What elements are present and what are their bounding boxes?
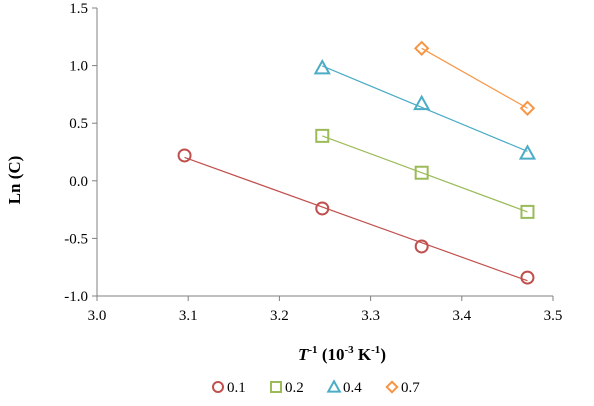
legend-marker xyxy=(385,380,399,394)
x-axis-title-unit-sup: -3 xyxy=(344,344,354,356)
x-axis-ticks: 3.0 3.1 3.2 3.3 3.4 3.5 xyxy=(88,296,563,324)
legend-label: 0.4 xyxy=(343,380,362,396)
legend-label: 0.1 xyxy=(227,380,246,396)
legend-item-0.2: 0.2 xyxy=(270,380,304,396)
legend-item-0.7: 0.7 xyxy=(385,380,420,396)
y-axis-title: Ln (C) xyxy=(5,156,24,205)
y-tick-label: 0.0 xyxy=(69,174,88,190)
series-0.4 xyxy=(313,58,537,160)
series-0.7 xyxy=(413,40,536,116)
legend: 0.1 0.2 0.4 0.7 xyxy=(212,379,420,396)
data-point xyxy=(414,165,429,180)
y-tick-label: -0.5 xyxy=(64,231,88,247)
data-point xyxy=(413,40,430,57)
x-axis-title: T-1 (10-3 K-1) xyxy=(298,344,386,364)
x-axis-title-sup: -1 xyxy=(308,344,317,356)
legend-item-0.4: 0.4 xyxy=(326,379,362,396)
series-0.2 xyxy=(315,128,535,219)
x-axis-title-close: ) xyxy=(380,345,386,364)
trendline xyxy=(322,135,528,213)
legend-marker xyxy=(326,379,342,393)
series-0.1 xyxy=(177,148,535,285)
data-point xyxy=(315,128,330,143)
legend-label: 0.2 xyxy=(285,380,304,396)
x-axis-title-main: T xyxy=(298,345,309,364)
legend-marker xyxy=(270,381,282,393)
x-tick-label: 3.3 xyxy=(361,308,380,324)
data-point xyxy=(520,204,535,219)
y-tick-label: -1.0 xyxy=(64,289,88,305)
trendline xyxy=(184,156,528,282)
data-point xyxy=(315,201,330,216)
data-point xyxy=(313,58,331,75)
x-axis-title-unit: (10 xyxy=(318,345,345,364)
data-point xyxy=(520,270,535,285)
chart-axes xyxy=(96,8,553,297)
data-point xyxy=(413,94,431,111)
y-tick-label: 1.0 xyxy=(69,59,88,75)
trendline xyxy=(421,47,528,109)
x-tick-label: 3.2 xyxy=(270,308,289,324)
legend-label: 0.7 xyxy=(401,380,420,396)
x-axis-title-unit-tail-sup: -1 xyxy=(371,344,380,356)
data-point xyxy=(177,148,192,163)
data-point xyxy=(414,239,429,254)
x-tick-label: 3.4 xyxy=(452,308,471,324)
y-tick-label: 1.5 xyxy=(69,1,88,17)
y-tick-label: 0.5 xyxy=(69,116,88,132)
x-axis-title-unit-tail: K xyxy=(354,345,372,364)
series-group xyxy=(177,40,537,285)
y-axis-ticks: 1.5 1.0 0.5 0.0 -0.5 -1.0 xyxy=(64,1,97,305)
x-tick-label: 3.0 xyxy=(88,308,107,324)
data-point xyxy=(518,144,537,160)
x-tick-label: 3.1 xyxy=(179,308,198,324)
x-tick-label: 3.5 xyxy=(544,308,563,324)
legend-marker xyxy=(212,381,224,393)
legend-item-0.1: 0.1 xyxy=(212,380,246,396)
data-point xyxy=(519,100,536,116)
